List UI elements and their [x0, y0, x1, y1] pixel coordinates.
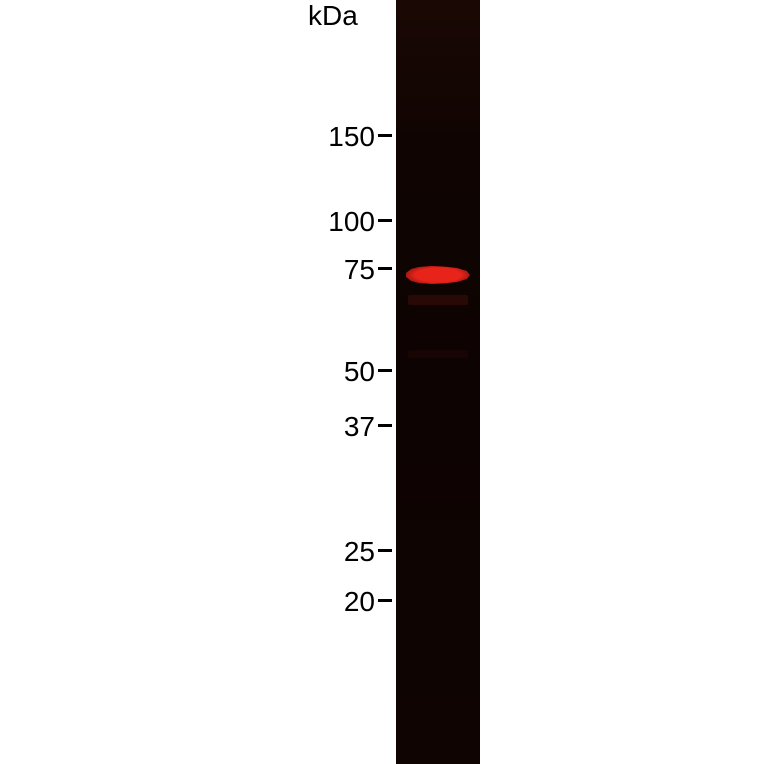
marker-label-25: 25 — [344, 536, 375, 568]
marker-tick-50 — [378, 369, 392, 372]
protein-band-75kda — [406, 265, 470, 285]
marker-tick-25 — [378, 549, 392, 552]
unit-label: kDa — [308, 0, 358, 32]
blot-lane — [396, 0, 480, 764]
marker-tick-100 — [378, 219, 392, 222]
faint-band-0 — [408, 295, 468, 305]
marker-tick-150 — [378, 134, 392, 137]
marker-label-100: 100 — [328, 206, 375, 238]
marker-label-20: 20 — [344, 586, 375, 618]
marker-label-75: 75 — [344, 254, 375, 286]
marker-label-50: 50 — [344, 356, 375, 388]
marker-tick-75 — [378, 267, 392, 270]
faint-band-1 — [408, 350, 468, 358]
western-blot-figure: kDa 150 100 75 50 37 25 20 — [0, 0, 764, 764]
marker-tick-20 — [378, 599, 392, 602]
marker-label-150: 150 — [328, 121, 375, 153]
marker-label-37: 37 — [344, 411, 375, 443]
marker-tick-37 — [378, 424, 392, 427]
